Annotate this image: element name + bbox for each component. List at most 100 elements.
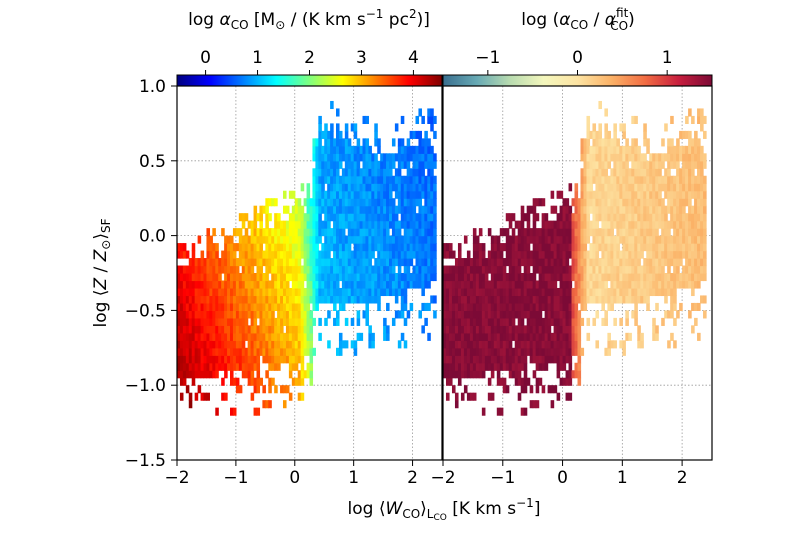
heatmap-cell [667, 258, 671, 267]
heatmap-cell [235, 243, 240, 252]
heatmap-cell [191, 258, 196, 267]
heatmap-cell [300, 213, 305, 222]
heatmap-cell [344, 317, 349, 326]
heatmap-cell [643, 280, 647, 289]
heatmap-cell [598, 190, 603, 199]
heatmap-cell [403, 228, 408, 237]
heatmap-cell [294, 258, 299, 267]
heatmap-cell [574, 273, 579, 282]
heatmap-cell [535, 258, 540, 267]
heatmap-cell [535, 302, 540, 311]
heatmap-cell [622, 205, 626, 214]
heatmap-cell [244, 355, 249, 364]
heatmap-cell [262, 235, 266, 244]
heatmap-cell [562, 310, 567, 319]
heatmap-cell [400, 213, 405, 222]
heatmap-cell [673, 302, 677, 311]
heatmap-cell [359, 295, 364, 304]
heatmap-cell [318, 138, 322, 147]
heatmap-cell [514, 347, 519, 356]
heatmap-cell [182, 310, 187, 319]
heatmap-cell [291, 310, 296, 319]
heatmap-cell [321, 153, 325, 162]
heatmap-cell [297, 317, 302, 326]
heatmap-cell [188, 302, 193, 311]
heatmap-cell [347, 273, 352, 282]
heatmap-cell [574, 287, 579, 297]
heatmap-cell [463, 287, 468, 297]
heatmap-cell [475, 310, 480, 319]
heatmap-cell [478, 340, 483, 349]
heatmap-cell [371, 153, 375, 162]
heatmap-cell [406, 265, 411, 274]
heatmap-cell [209, 310, 213, 319]
heatmap-cell [250, 332, 255, 341]
heatmap-cell [321, 287, 325, 297]
heatmap-cell [232, 250, 237, 259]
heatmap-cell [415, 228, 420, 237]
heatmap-cell [394, 235, 399, 244]
heatmap-cell [481, 273, 486, 282]
heatmap-cell [344, 273, 349, 282]
heatmap-cell [197, 355, 202, 364]
heatmap-cell [300, 310, 305, 319]
heatmap-cell [321, 273, 325, 282]
heatmap-cell [583, 265, 588, 274]
heatmap-cell [230, 332, 234, 341]
heatmap-cell [383, 205, 387, 214]
heatmap-cell [327, 265, 331, 274]
heatmap-cell [532, 400, 537, 409]
heatmap-cell [472, 265, 477, 274]
heatmap-cell [451, 265, 456, 274]
heatmap-cell [424, 213, 428, 222]
heatmap-cell [655, 160, 659, 169]
heatmap-cell [586, 138, 591, 147]
heatmap-cell [406, 175, 411, 184]
heatmap-cell [197, 325, 202, 334]
heatmap-cell [303, 370, 308, 379]
heatmap-cell [315, 265, 319, 274]
heatmap-cell [517, 355, 522, 364]
heatmap-cell [499, 317, 504, 326]
heatmap-cell [541, 332, 546, 341]
heatmap-cell [616, 280, 620, 289]
heatmap-cell [670, 287, 674, 297]
heatmap-cell [327, 295, 331, 304]
heatmap-cell [241, 273, 246, 282]
heatmap-cell [182, 370, 187, 379]
heatmap-cell [496, 265, 501, 274]
heatmap-cell [182, 347, 187, 356]
heatmap-cell [496, 347, 501, 356]
heatmap-cell [547, 295, 552, 304]
heatmap-cell [625, 138, 629, 147]
heatmap-cell [448, 355, 453, 364]
heatmap-cell [185, 273, 190, 282]
heatmap-cell [406, 228, 411, 237]
heatmap-cell [535, 228, 540, 237]
heatmap-cell [631, 310, 635, 319]
heatmap-cell [619, 153, 623, 162]
heatmap-cell [215, 273, 219, 282]
heatmap-cell [691, 213, 695, 222]
heatmap-cell [265, 310, 269, 319]
heatmap-cell [544, 332, 549, 341]
x-tick-label: −2 [430, 468, 455, 488]
heatmap-cell [394, 243, 399, 252]
heatmap-cell [580, 280, 585, 289]
heatmap-cell [300, 302, 305, 311]
heatmap-cell [517, 310, 522, 319]
heatmap-cell [256, 235, 261, 244]
heatmap-cell [460, 340, 465, 349]
heatmap-cell [589, 243, 594, 252]
heatmap-cell [454, 265, 459, 274]
heatmap-cell [562, 198, 567, 207]
heatmap-cell [511, 258, 516, 267]
heatmap-cell [622, 183, 626, 192]
heatmap-cell [324, 168, 328, 177]
heatmap-cell [601, 198, 605, 207]
heatmap-cell [203, 310, 208, 319]
heatmap-cell [457, 250, 462, 259]
heatmap-cell [472, 250, 477, 259]
heatmap-cell [283, 205, 287, 214]
heatmap-cell [177, 362, 181, 371]
